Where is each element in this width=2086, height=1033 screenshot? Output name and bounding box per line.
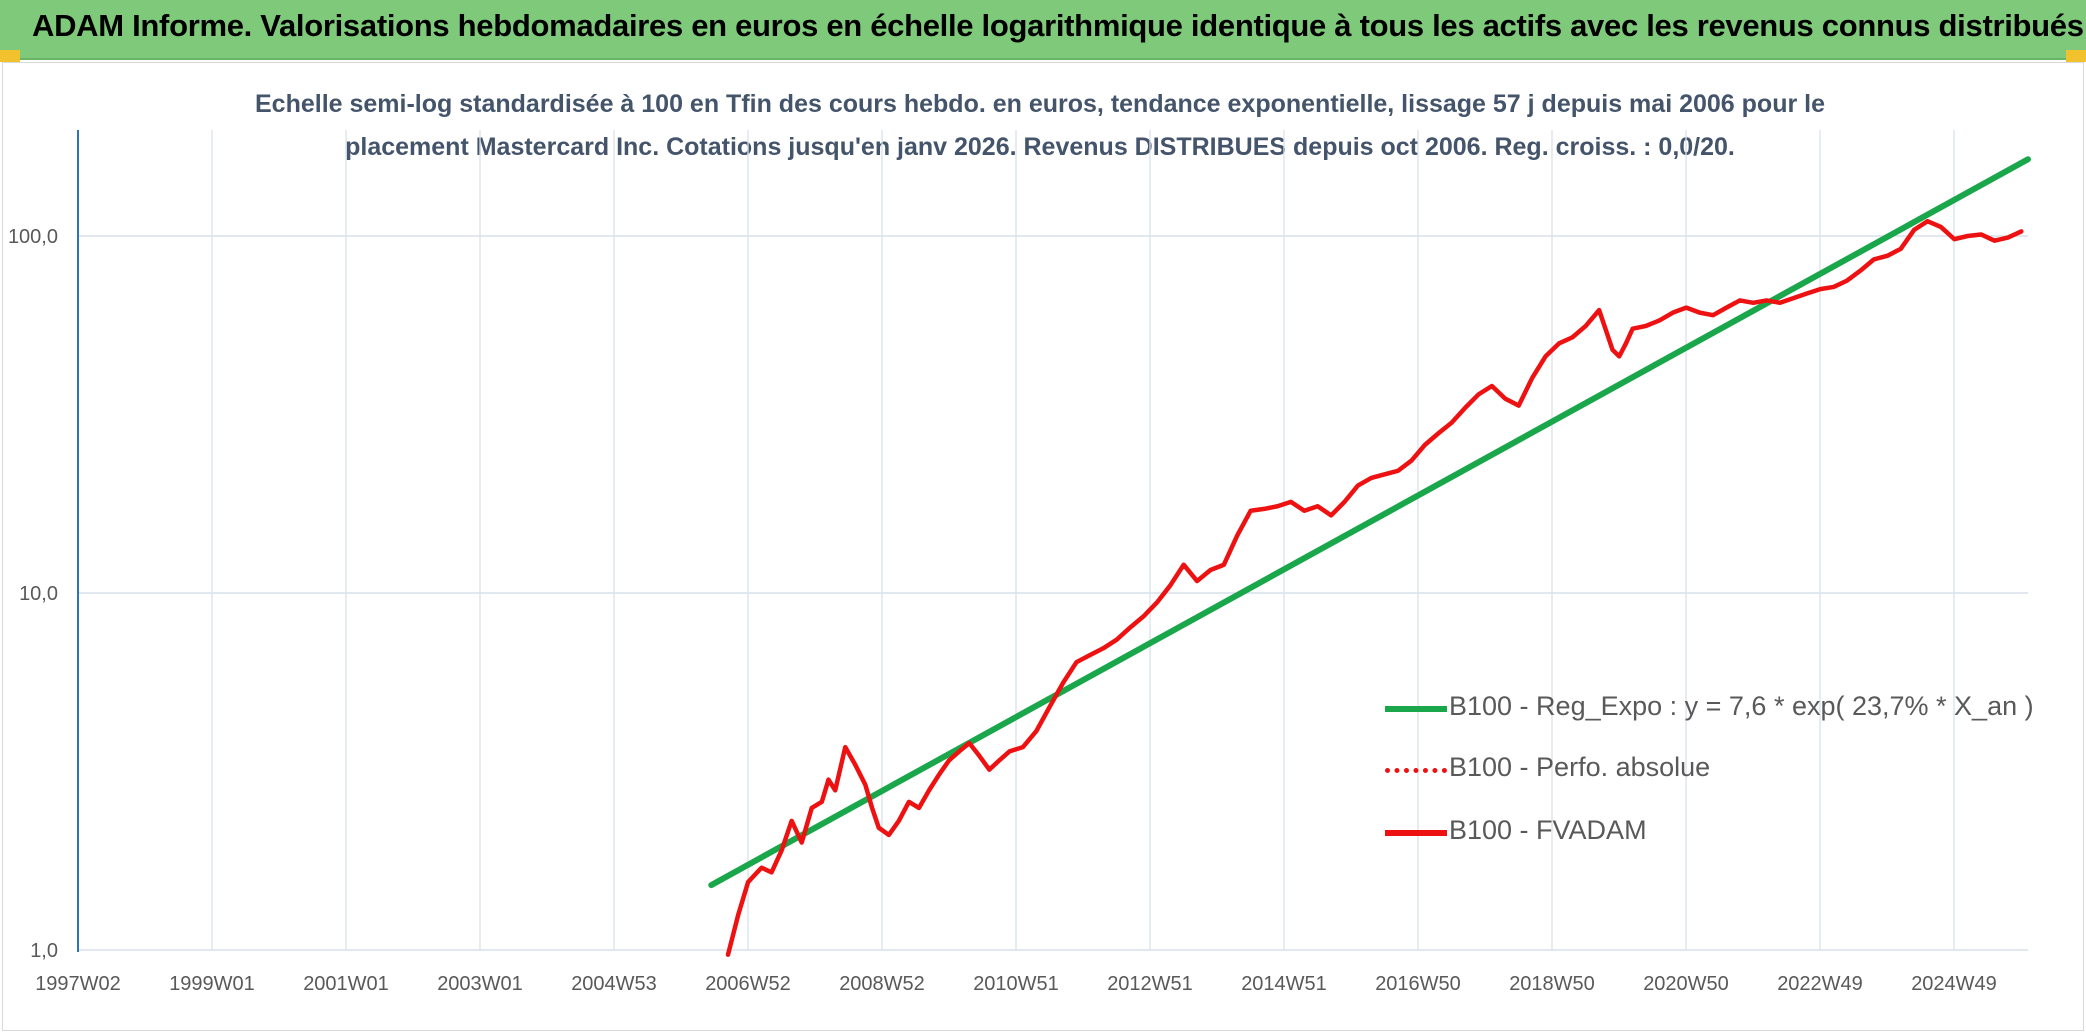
legend-swatch-perfo — [1385, 768, 1447, 773]
legend-label-fvadam: B100 - FVADAM — [1449, 815, 1647, 845]
series-line-trend — [708, 156, 2031, 889]
report-banner: ADAM Informe. Valorisations hebdomadaire… — [0, 0, 2086, 60]
legend-label-trend: B100 - Reg_Expo : y = 7,6 * exp( 23,7% *… — [1449, 691, 2034, 721]
report-title: ADAM Informe. Valorisations hebdomadaire… — [32, 8, 2084, 43]
corner-marker-right — [2066, 50, 2086, 62]
series-line-fvadam — [725, 218, 2024, 957]
chart-subtitle-line-1: Echelle semi-log standardisée à 100 en T… — [255, 90, 1825, 118]
x-tick-label: 2020W50 — [1643, 973, 1729, 995]
x-tick-label: 2016W50 — [1375, 973, 1461, 995]
x-tick-label: 2012W51 — [1107, 973, 1193, 995]
corner-marker-left — [0, 50, 20, 62]
x-tick-label: 2022W49 — [1777, 973, 1863, 995]
x-tick-label: 2006W52 — [705, 973, 791, 995]
x-tick-label: 2014W51 — [1241, 973, 1327, 995]
x-tick-label: 2018W50 — [1509, 973, 1595, 995]
x-tick-label: 2008W52 — [839, 973, 925, 995]
legend-swatch-trend — [1385, 706, 1447, 712]
chart-subtitle-line-2: placement Mastercard Inc. Cotations jusq… — [345, 133, 1735, 161]
x-tick-label: 2010W51 — [973, 973, 1059, 995]
y-tick-label: 1,0 — [30, 940, 58, 962]
y-tick-label: 100,0 — [8, 226, 58, 248]
chart-frame — [2, 62, 2084, 1031]
y-tick-label: 10,0 — [19, 583, 58, 605]
x-tick-label: 2004W53 — [571, 973, 657, 995]
x-tick-label: 1997W02 — [35, 973, 121, 995]
x-tick-label: 2003W01 — [437, 973, 523, 995]
x-tick-label: 2024W49 — [1911, 973, 1997, 995]
x-tick-label: 2001W01 — [303, 973, 389, 995]
legend-label-perfo: B100 - Perfo. absolue — [1449, 752, 1711, 782]
legend-swatch-fvadam — [1385, 830, 1447, 836]
x-tick-label: 1999W01 — [169, 973, 255, 995]
